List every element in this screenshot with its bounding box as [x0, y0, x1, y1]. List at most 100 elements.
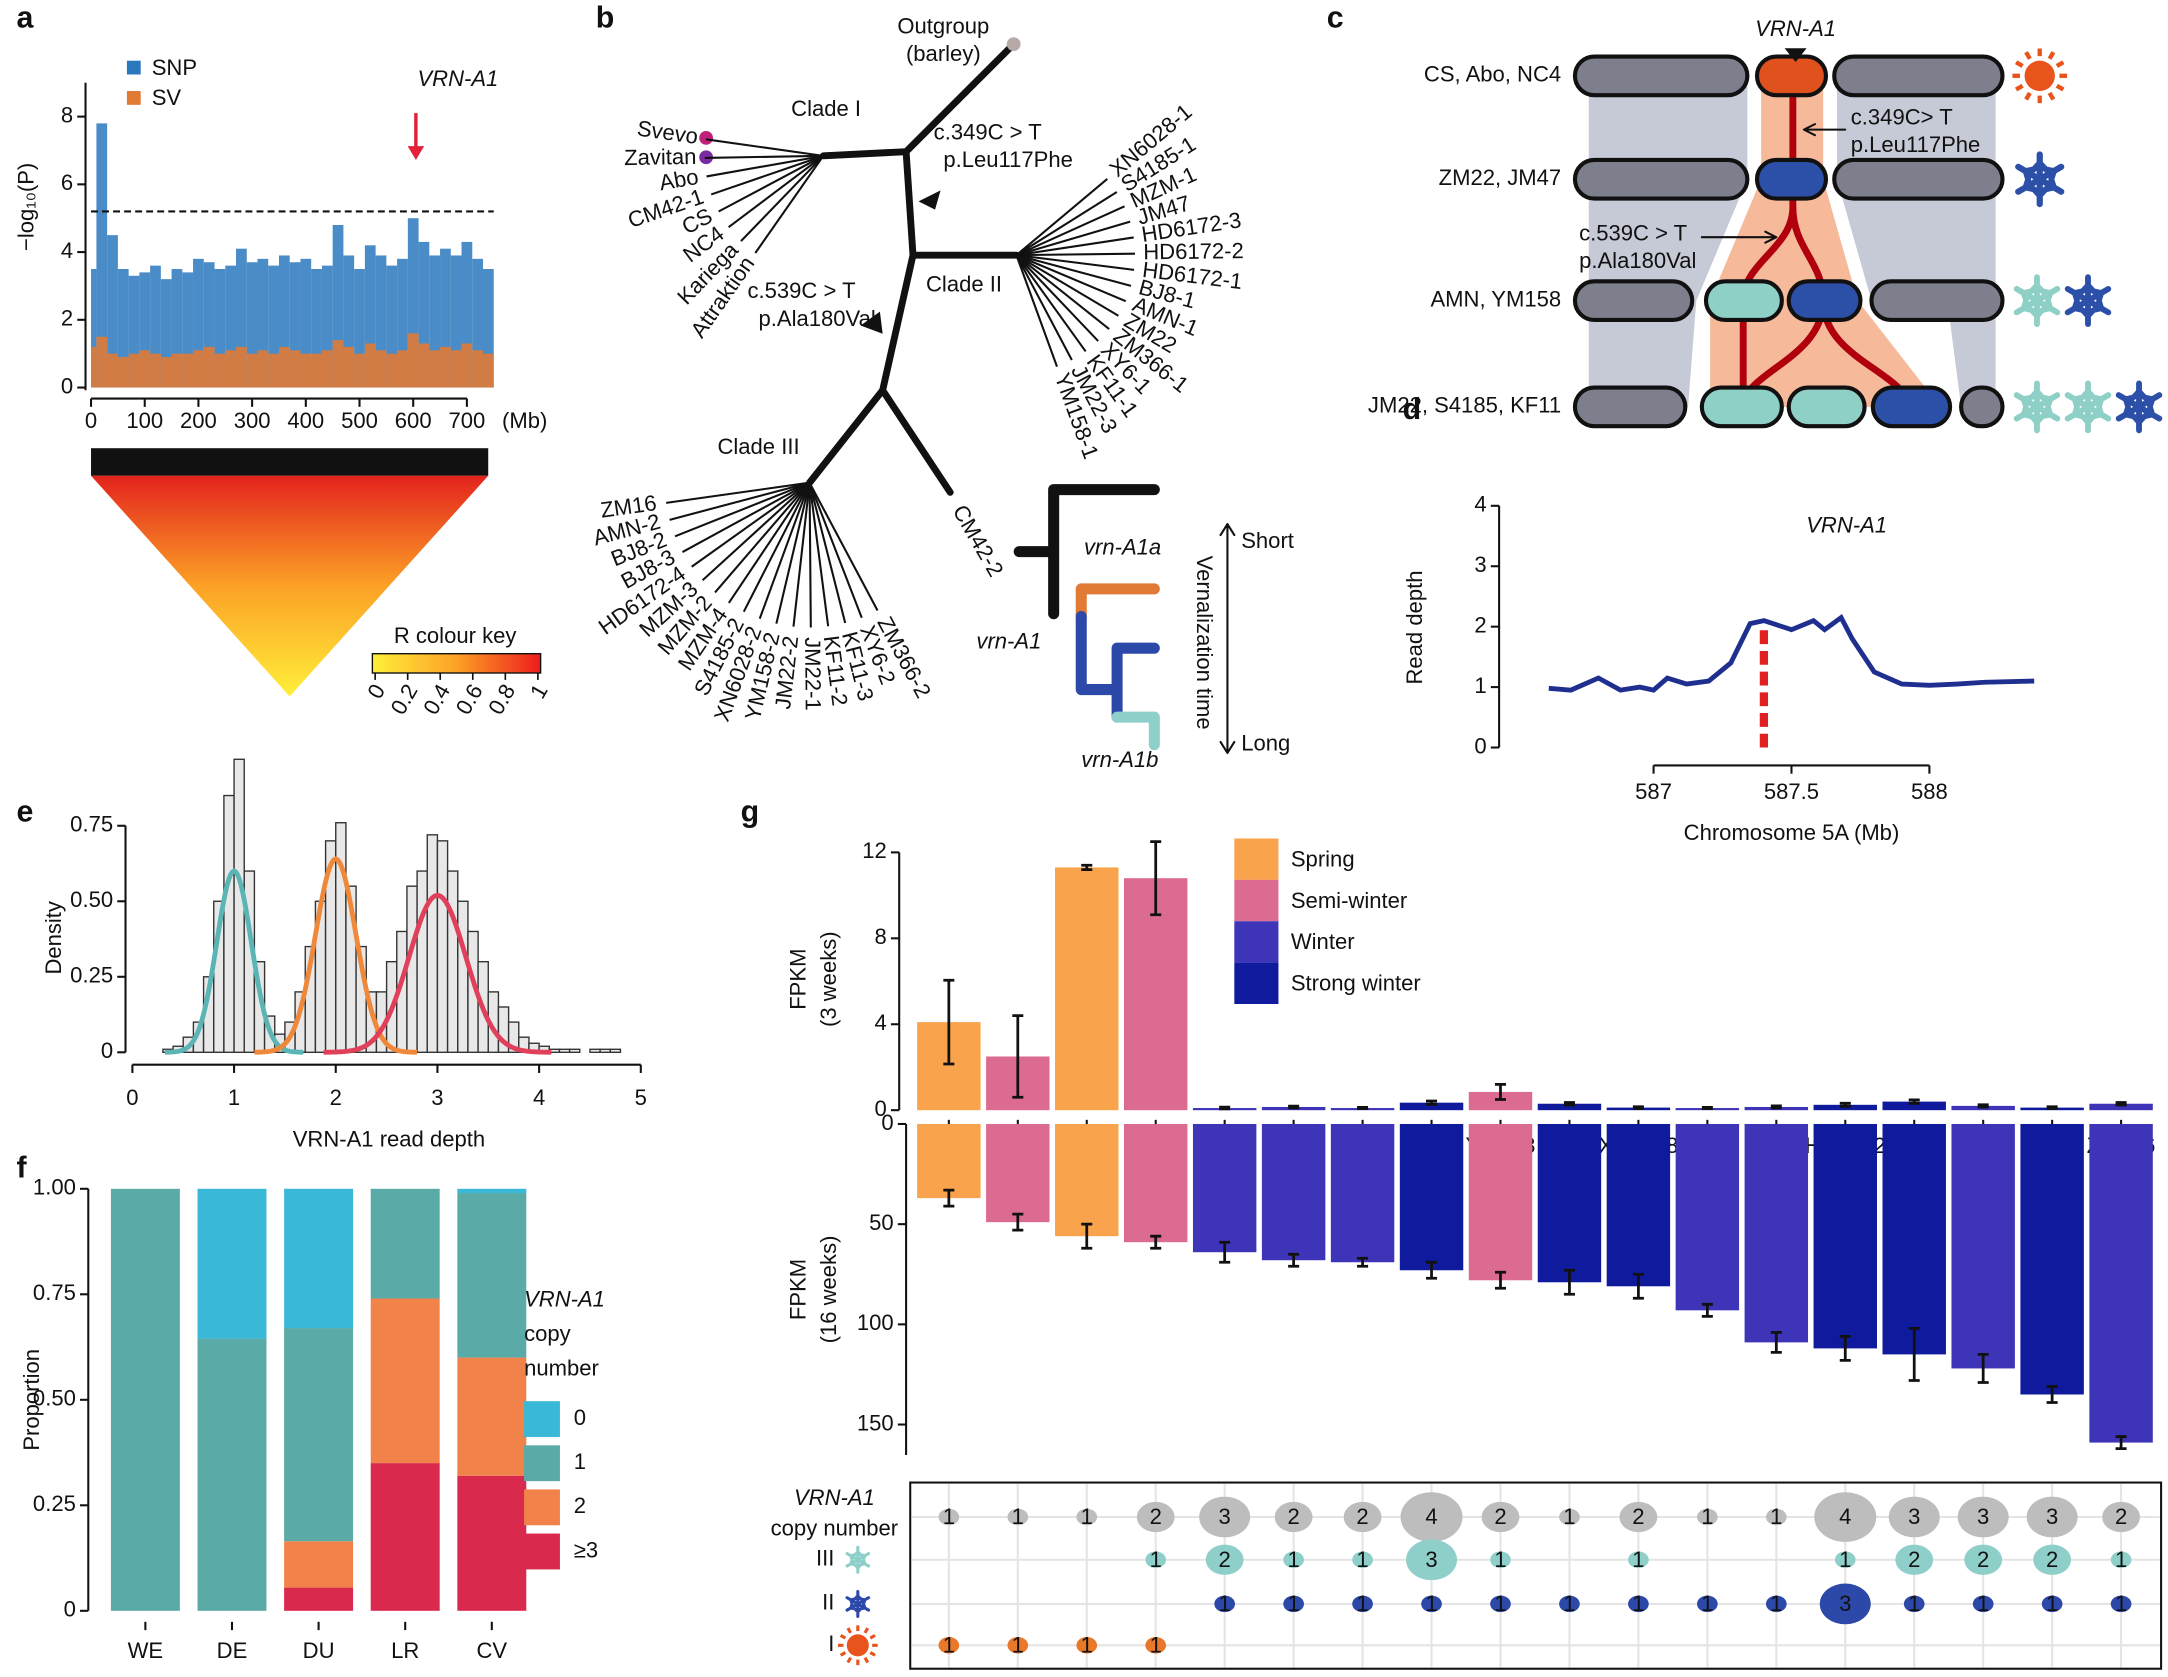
tree-branch: [691, 481, 811, 568]
density-column: [107, 353, 118, 388]
error-bar: [1632, 1272, 1644, 1300]
error-bar: [943, 1188, 955, 1208]
colour-key-title: R colour key: [394, 623, 517, 648]
x-tick-label: 600: [395, 408, 432, 433]
bar: [1055, 1123, 1119, 1237]
density-column: [268, 353, 279, 388]
bubble-label: 2: [2046, 1547, 2058, 1572]
legend-swatch: [524, 1489, 560, 1526]
bubble: [2110, 1551, 2132, 1569]
tree-branch: [1016, 254, 1132, 287]
bar: [1261, 1123, 1326, 1261]
bubble-label: 2: [2115, 1504, 2127, 1529]
density-column: [160, 357, 172, 388]
bubble-label: 1: [943, 1632, 955, 1657]
bubble-label: 1: [1356, 1591, 1368, 1616]
panel-label: a: [17, 1, 35, 34]
bubble: [1619, 1501, 1658, 1533]
bubble-label: 3: [1908, 1504, 1920, 1529]
hist-bar: [599, 1048, 611, 1053]
density-column: [375, 350, 387, 388]
density-column: [483, 353, 494, 388]
density-column: [139, 272, 151, 388]
bar: [1675, 1123, 1740, 1311]
node-label: (barley): [906, 41, 981, 66]
error-bar: [1150, 840, 1162, 917]
bubble: [1007, 1637, 1029, 1654]
x-tick-label: 0: [126, 1085, 138, 1110]
density-column: [214, 353, 226, 388]
inset-arrow: [1219, 523, 1236, 755]
legend-swatch: [524, 1533, 560, 1570]
density-column: [182, 272, 194, 388]
tree-branch: [1015, 178, 1108, 256]
leaf-dot: [699, 131, 714, 145]
key-tick-label: 0.2: [386, 680, 423, 719]
bubble: [2041, 1595, 2063, 1613]
inset-label: vrn-A1: [976, 628, 1041, 653]
bubble-label: 1: [1563, 1504, 1575, 1529]
error-bar: [1839, 1101, 1851, 1108]
legend-label: Winter: [1291, 929, 1355, 954]
inset-label: Long: [1241, 731, 1290, 756]
bubble: [1490, 1595, 1511, 1613]
tree-branch: [1015, 254, 1058, 367]
error-bar: [1770, 1104, 1782, 1110]
bubble-label: 1: [1287, 1547, 1299, 1572]
error-bar: [1219, 1105, 1231, 1111]
x-tick-label: 300: [234, 408, 271, 433]
legend-label: 2: [574, 1493, 586, 1518]
bubble: [1283, 1595, 1304, 1613]
y-tick-label: 0.25: [33, 1491, 76, 1516]
bubble-label: 3: [1219, 1504, 1231, 1529]
hist-bar: [233, 758, 245, 1053]
bar: [1192, 1123, 1257, 1253]
density-column: [236, 346, 247, 388]
tree-branch: [718, 154, 824, 213]
error-bar: [1219, 1240, 1231, 1264]
bubble-label: 2: [1287, 1504, 1299, 1529]
y-tick-label: 0: [1474, 733, 1486, 758]
bubble-label: 1: [943, 1504, 955, 1529]
bar: [2089, 1123, 2153, 1443]
density-column: [278, 255, 290, 388]
y-tick-label: 4: [875, 1010, 887, 1035]
annotation: VRN-A1: [417, 66, 498, 91]
density-column: [150, 353, 161, 388]
bar: [1813, 1123, 1877, 1349]
x-tick-label: LR: [391, 1638, 419, 1663]
tree-branch: [1015, 191, 1118, 257]
y-tick-label: 100: [857, 1310, 894, 1335]
tree-branch: [806, 40, 1020, 496]
mutation-arrow: [1802, 123, 1847, 137]
bubble: [1628, 1551, 1649, 1569]
tree-branch: [1016, 254, 1135, 271]
y-tick-label: 0: [881, 1110, 893, 1135]
legend-title: VRN-A1: [524, 1286, 605, 1311]
density-column: [160, 279, 172, 388]
density-column: [472, 258, 484, 388]
mutation: p.Ala180Val: [1579, 248, 1696, 273]
bubble-label: 2: [1977, 1547, 1989, 1572]
density-column: [311, 353, 322, 388]
key-tick-label: 0.6: [451, 680, 488, 719]
density-column: [225, 265, 237, 388]
hist-bar: [589, 1048, 601, 1053]
bubble-label: 1: [1632, 1547, 1644, 1572]
x-axis-label: VRN-A1 read depth: [293, 1126, 485, 1151]
key-tick-label: 0.4: [418, 680, 455, 719]
y-tick-label: 1: [1474, 673, 1486, 698]
y-tick-label: 4: [1474, 492, 1486, 517]
x-tick-label: DE: [217, 1638, 248, 1663]
y-tick-label: 0.50: [70, 887, 113, 912]
tree-branch: [1015, 254, 1099, 342]
gene-label: VRN-A1: [1755, 16, 1836, 41]
sun-rays: [837, 1625, 878, 1666]
gene-marker: [1784, 48, 1807, 63]
row-label: II: [822, 1590, 834, 1615]
vrn-gene: [1786, 385, 1867, 429]
chromosome: [1572, 385, 1688, 429]
bubble: [1352, 1551, 1373, 1569]
stack-segment: [197, 1338, 267, 1611]
inset-branch: [1075, 610, 1160, 723]
